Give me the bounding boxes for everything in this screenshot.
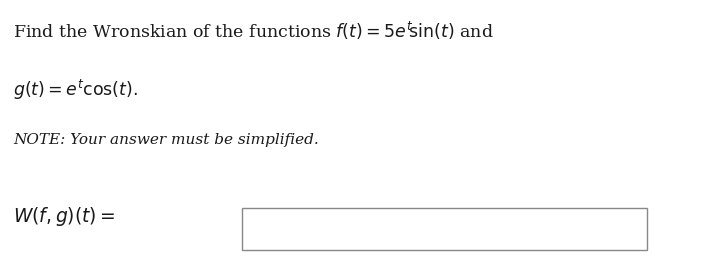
- Text: $g(t) = e^t\cos(t).$: $g(t) = e^t\cos(t).$: [13, 78, 137, 102]
- Text: Find the Wronskian of the functions $f(t) = 5e^t\!\sin(t)$ and: Find the Wronskian of the functions $f(t…: [13, 19, 493, 41]
- Text: $W(f,g)(t) =$: $W(f,g)(t) =$: [13, 205, 115, 228]
- FancyBboxPatch shape: [242, 208, 647, 250]
- Text: NOTE: Your answer must be simplified.: NOTE: Your answer must be simplified.: [13, 133, 318, 147]
